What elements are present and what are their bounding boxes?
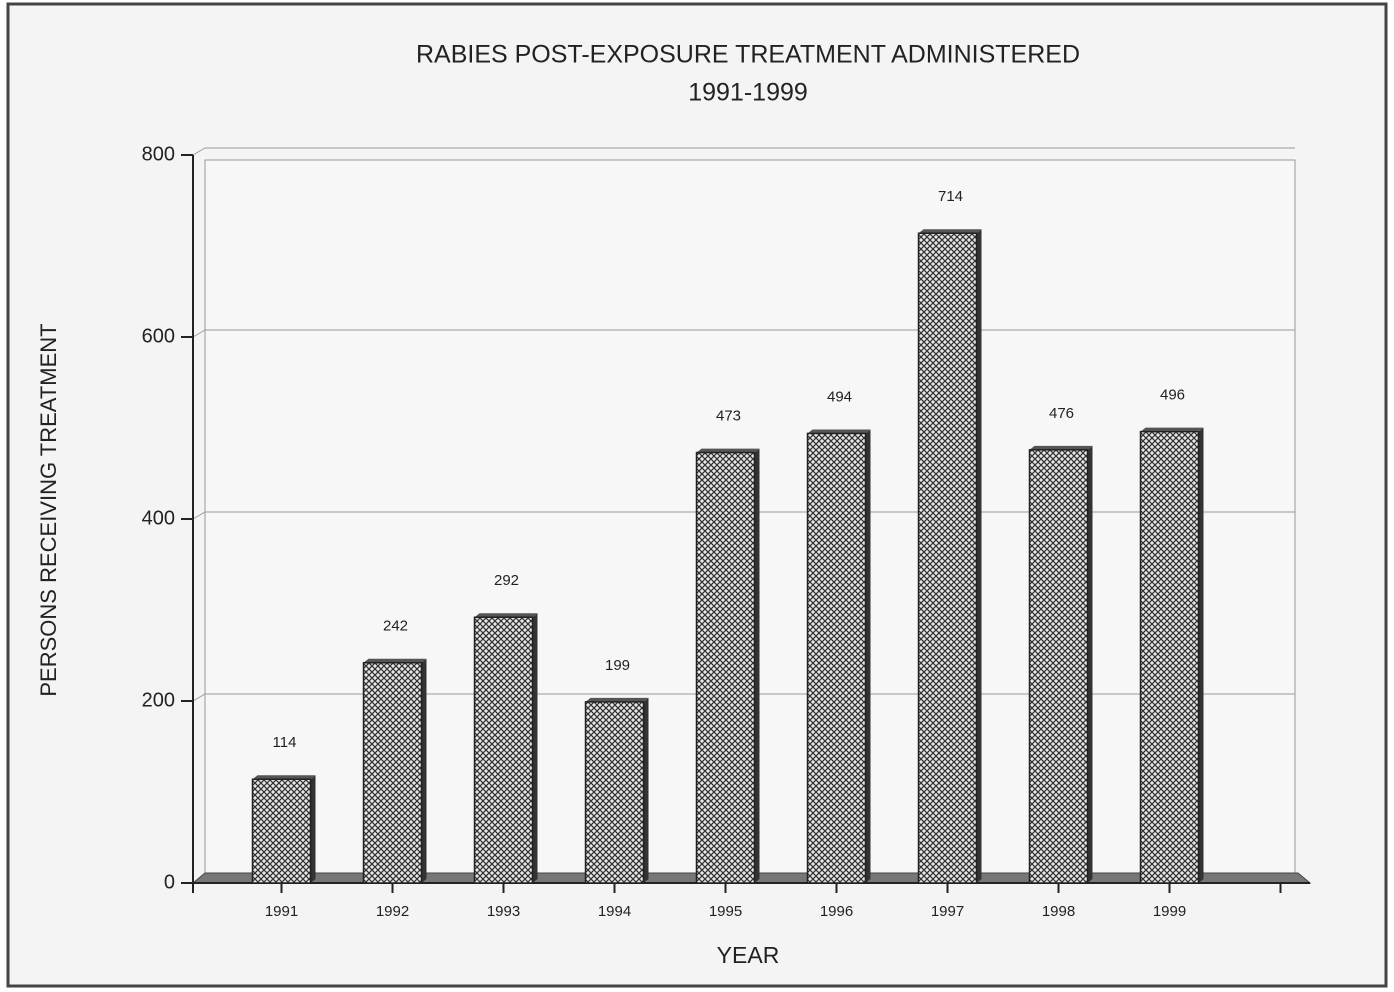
grid-line-depth	[192, 147, 206, 156]
grid-line-depth	[192, 329, 206, 338]
y-tick-label: 400	[142, 507, 175, 529]
x-tick-label: 1996	[820, 903, 853, 920]
bar-top	[696, 448, 760, 453]
bar	[362, 662, 423, 884]
bar	[251, 778, 312, 884]
bar-side	[532, 613, 538, 883]
x-tick-label: 1999	[1153, 903, 1186, 920]
bar-top	[1029, 445, 1093, 450]
data-label: 476	[1049, 405, 1074, 422]
x-tick-label: 1992	[376, 903, 409, 920]
grid-line-depth	[192, 693, 206, 702]
y-tick-label: 0	[164, 871, 175, 893]
grid-line-depth	[192, 511, 206, 520]
data-label: 494	[827, 388, 852, 405]
bar	[584, 701, 645, 884]
bar	[1028, 449, 1089, 884]
x-tick-label: 1995	[709, 903, 742, 920]
x-tick-label: 1997	[931, 903, 964, 920]
bar	[473, 616, 534, 884]
bar-side	[976, 229, 982, 883]
y-axis-label: PERSONS RECEIVING TREATMENT	[36, 323, 61, 696]
bar-top	[474, 613, 538, 618]
data-label: 199	[605, 657, 630, 674]
bar-top	[807, 429, 871, 434]
bar-side	[1198, 427, 1204, 883]
x-tick-label: 1993	[487, 903, 520, 920]
y-tick-label: 800	[142, 143, 175, 165]
x-tick-label: 1991	[265, 903, 298, 920]
bar-top	[363, 658, 427, 663]
data-label: 473	[716, 408, 741, 425]
y-tick-label: 200	[142, 689, 175, 711]
bar-side	[421, 658, 427, 883]
y-tick-label: 600	[142, 325, 175, 347]
bar-side	[1087, 445, 1093, 883]
data-label: 496	[1160, 387, 1185, 404]
bar	[917, 232, 978, 884]
chart-title: RABIES POST-EXPOSURE TREATMENT ADMINISTE…	[416, 41, 1080, 69]
chart-subtitle: 1991-1999	[688, 79, 808, 107]
bar-top	[252, 775, 316, 780]
x-tick-label: 1994	[598, 903, 631, 920]
bar	[1139, 430, 1200, 884]
data-label: 242	[383, 618, 408, 635]
bar-side	[643, 697, 649, 883]
x-tick-label: 1998	[1042, 903, 1075, 920]
bar	[806, 432, 867, 884]
bar	[695, 451, 756, 884]
data-label: 114	[273, 734, 297, 751]
bar-top	[1140, 427, 1204, 432]
bar-side	[310, 775, 316, 883]
bar-top	[918, 229, 982, 234]
bar-side	[754, 448, 760, 883]
bar-top	[585, 697, 649, 702]
bar-side	[865, 429, 871, 883]
x-axis-label: YEAR	[717, 942, 780, 968]
data-label: 292	[494, 572, 519, 589]
data-label: 714	[938, 188, 963, 205]
